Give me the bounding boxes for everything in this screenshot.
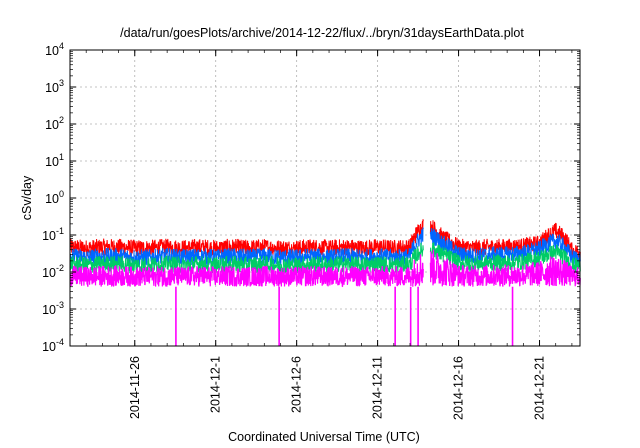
- y-axis: 10-4 10-3 10-2 10-1 100 101 102 103 104: [42, 41, 580, 354]
- x-tick-label: 2014-12-1: [209, 356, 223, 413]
- x-tick-label: 2014-11-26: [128, 356, 142, 419]
- y-tick-label: 10-3: [42, 300, 64, 317]
- grid: [70, 50, 580, 346]
- x-tick-label: 2014-12-11: [371, 356, 385, 419]
- x-tick-label: 2014-12-21: [533, 356, 547, 420]
- series-layer: [69, 219, 581, 346]
- y-tick-label: 10-1: [42, 226, 64, 243]
- series-line: [69, 242, 581, 274]
- x-axis: 2014-11-26 2014-12-1 2014-12-6 2014-12-11 20…: [69, 50, 573, 420]
- chart-title: /data/run/goesPlots/archive/2014-12-22/f…: [120, 26, 524, 40]
- x-tick-label: 2014-12-16: [452, 356, 466, 420]
- x-tick-label: 2014-12-6: [290, 356, 304, 413]
- y-tick-label: 10-4: [42, 337, 64, 354]
- y-tick-label: 100: [45, 189, 64, 206]
- y-tick-label: 10-2: [42, 263, 64, 280]
- y-tick-label: 101: [45, 152, 64, 169]
- series-line: [69, 249, 581, 288]
- y-tick-label: 103: [45, 78, 64, 95]
- y-tick-label: 104: [45, 41, 64, 58]
- y-axis-label: cSv/day: [20, 175, 34, 220]
- y-tick-label: 102: [45, 115, 64, 132]
- x-axis-label: Coordinated Universal Time (UTC): [228, 430, 420, 444]
